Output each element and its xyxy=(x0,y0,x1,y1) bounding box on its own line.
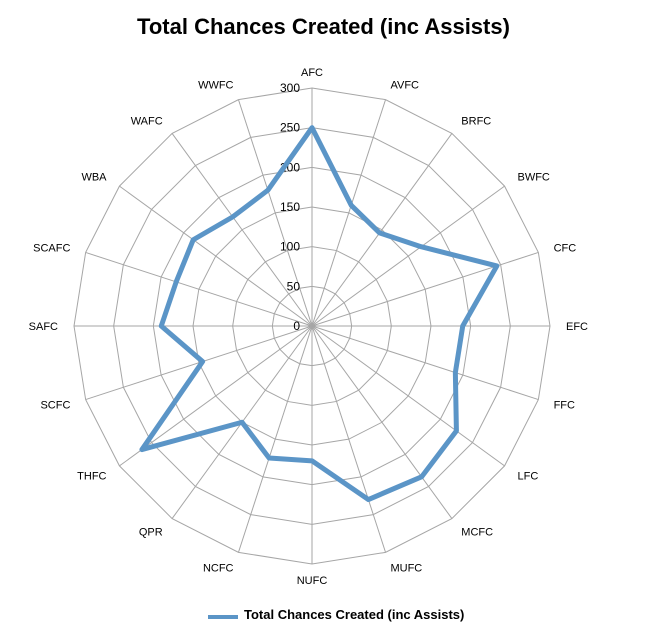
grid-spoke xyxy=(311,99,387,327)
grid-spoke xyxy=(311,185,505,327)
category-label: AFC xyxy=(301,67,323,79)
data-point xyxy=(494,263,499,268)
legend-label: Total Chances Created (inc Assists) xyxy=(244,607,465,622)
tick-label: 50 xyxy=(287,279,301,293)
tick-label: 150 xyxy=(280,200,300,214)
data-point xyxy=(265,188,270,193)
data-point xyxy=(453,370,458,375)
grid-spoke xyxy=(171,133,313,327)
data-point xyxy=(191,237,196,242)
data-point xyxy=(159,324,164,328)
category-label: SCAFC xyxy=(33,243,70,255)
tick-label: 250 xyxy=(280,121,300,135)
grid-spoke xyxy=(311,325,453,519)
category-label: AVFC xyxy=(390,79,419,91)
data-point xyxy=(460,324,465,328)
data-point xyxy=(310,458,314,463)
grid-spoke xyxy=(237,99,313,327)
data-point xyxy=(349,203,354,208)
data-point xyxy=(419,244,424,249)
legend-swatch xyxy=(208,615,238,619)
grid-spoke xyxy=(119,325,313,467)
category-label: FFC xyxy=(554,399,575,411)
tick-label: 0 xyxy=(293,319,300,333)
data-point xyxy=(419,474,424,479)
category-label: LFC xyxy=(517,470,538,482)
category-label: WAFC xyxy=(131,116,163,128)
category-label: WBA xyxy=(81,172,107,184)
chart-title: Total Chances Created (inc Assists) xyxy=(137,14,510,39)
grid-spoke xyxy=(311,325,505,467)
category-label: SCFC xyxy=(40,399,70,411)
data-point xyxy=(240,420,245,425)
grid-spoke xyxy=(311,251,539,327)
category-labels: AFC AVFC BRFC BWFC CFC EFC FFC LFC MCFC MUFC NUFC N… xyxy=(29,67,588,587)
data-point xyxy=(174,279,179,284)
category-label: WWFC xyxy=(198,79,233,91)
data-point xyxy=(454,428,459,433)
data-point xyxy=(200,359,205,364)
category-label: EFC xyxy=(566,321,588,333)
radar-grid xyxy=(73,87,551,565)
grid-spoke xyxy=(311,133,453,327)
category-label: BRFC xyxy=(461,116,491,128)
data-point xyxy=(310,125,314,130)
legend: Total Chances Created (inc Assists) xyxy=(0,606,647,626)
category-label: CFC xyxy=(554,243,577,255)
tick-label: 300 xyxy=(280,81,300,95)
grid-spoke xyxy=(311,325,387,553)
data-point xyxy=(377,230,382,235)
category-label: THFC xyxy=(77,470,106,482)
category-label: BWFC xyxy=(517,172,549,184)
category-label: MCFC xyxy=(461,526,493,538)
category-label: NCFC xyxy=(203,563,234,575)
tick-label: 100 xyxy=(280,240,300,254)
category-label: MUFC xyxy=(390,563,422,575)
series-layer xyxy=(139,125,500,503)
data-point xyxy=(366,497,371,502)
data-point xyxy=(139,447,144,452)
grid-spoke xyxy=(311,325,539,401)
data-point xyxy=(267,456,272,461)
category-label: SAFC xyxy=(29,321,58,333)
category-label: QPR xyxy=(139,526,163,538)
grid-spoke xyxy=(237,325,313,553)
category-label: NUFC xyxy=(297,575,328,587)
grid-spoke xyxy=(119,185,313,327)
grid-spoke xyxy=(85,251,313,327)
data-point xyxy=(230,214,235,219)
